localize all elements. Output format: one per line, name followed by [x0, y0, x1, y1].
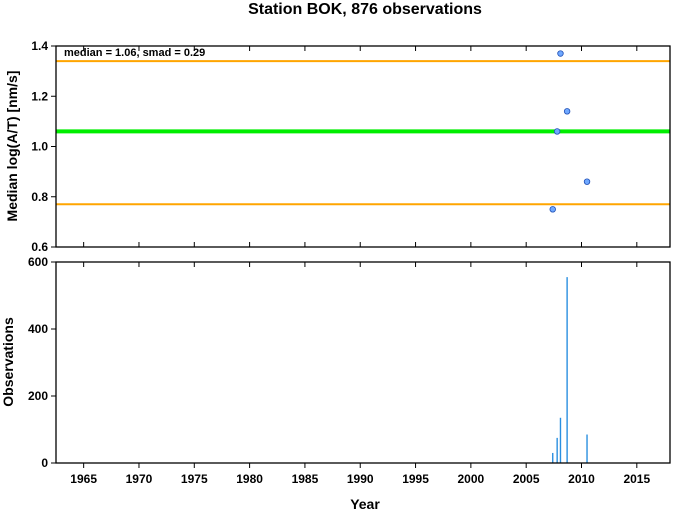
median-points: [549, 50, 591, 213]
observation-bars: [552, 277, 588, 463]
x-tick-label: 1980: [236, 472, 263, 486]
y-tick-label: 0.6: [31, 240, 48, 254]
median-point: [553, 128, 561, 135]
x-tick-label: 2005: [513, 472, 540, 486]
y-tick-label: 1.0: [31, 140, 48, 154]
x-tick-label: 1985: [292, 472, 319, 486]
reference-lines: [56, 60, 670, 206]
y-tick-label: 0: [41, 456, 48, 470]
median-y-axis-label: Median log(A/T) [nm/s]: [4, 71, 20, 222]
x-tick-label: 1995: [402, 472, 429, 486]
median-panel-frame: [55, 45, 671, 248]
x-tick-label: 1975: [181, 472, 208, 486]
x-tick-label: 1970: [126, 472, 153, 486]
y-tick-label: 1.2: [31, 89, 48, 103]
median-point: [549, 206, 556, 213]
y-tick-label: 1.4: [31, 39, 48, 53]
observations-y-axis: 0 200 400 600: [28, 255, 56, 470]
x-tick-label: 1990: [347, 472, 374, 486]
y-tick-label: 400: [28, 322, 48, 336]
y-tick-label: 0.8: [31, 190, 48, 204]
chart-title: Station BOK, 876 observations: [248, 1, 482, 18]
observations-panel-frame: [55, 261, 671, 464]
x-tick-label: 2000: [458, 472, 485, 486]
year-x-axis: 1965 1970 1975 1980 1985 1990 1995 2000 2005 2010…: [70, 46, 650, 486]
y-tick-label: 200: [28, 389, 48, 403]
x-tick-label: 2015: [623, 472, 650, 486]
y-tick-label: 600: [28, 255, 48, 269]
median-point: [583, 178, 591, 185]
median-point: [563, 108, 571, 115]
median-y-axis: 0.6 0.8 1.0 1.2 1.4: [31, 39, 56, 254]
stats-annotation: median = 1.06, smad = 0.29: [64, 47, 205, 59]
x-tick-label: 2010: [568, 472, 595, 486]
observations-panel: 0 200 400 600 1965 1970 1975 1980 1985 1990 1995 2…: [0, 46, 671, 511]
median-point: [557, 50, 564, 57]
x-axis-label: Year: [350, 496, 380, 511]
observations-y-axis-label: Observations: [0, 317, 16, 407]
x-tick-label: 1965: [70, 472, 97, 486]
median-panel: 0.6 0.8 1.0 1.2 1.4 median = 1.06, smad = 0.…: [4, 39, 671, 254]
